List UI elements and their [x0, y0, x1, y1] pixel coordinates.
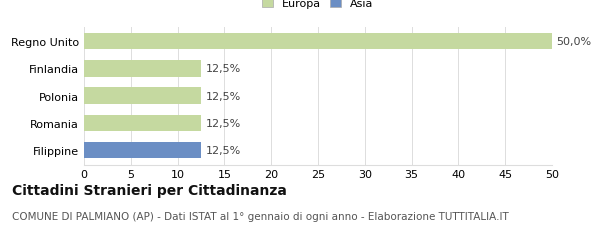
- Bar: [84, 142, 201, 159]
- Bar: [84, 34, 552, 50]
- Bar: [84, 88, 201, 104]
- Text: 12,5%: 12,5%: [206, 64, 241, 74]
- Text: 12,5%: 12,5%: [206, 118, 241, 128]
- Text: 12,5%: 12,5%: [206, 145, 241, 155]
- Bar: [84, 61, 201, 77]
- Legend: Europa, Asia: Europa, Asia: [259, 0, 377, 12]
- Text: Cittadini Stranieri per Cittadinanza: Cittadini Stranieri per Cittadinanza: [12, 183, 287, 197]
- Bar: [84, 115, 201, 131]
- Text: COMUNE DI PALMIANO (AP) - Dati ISTAT al 1° gennaio di ogni anno - Elaborazione T: COMUNE DI PALMIANO (AP) - Dati ISTAT al …: [12, 211, 509, 221]
- Text: 12,5%: 12,5%: [206, 91, 241, 101]
- Text: 50,0%: 50,0%: [557, 37, 592, 47]
